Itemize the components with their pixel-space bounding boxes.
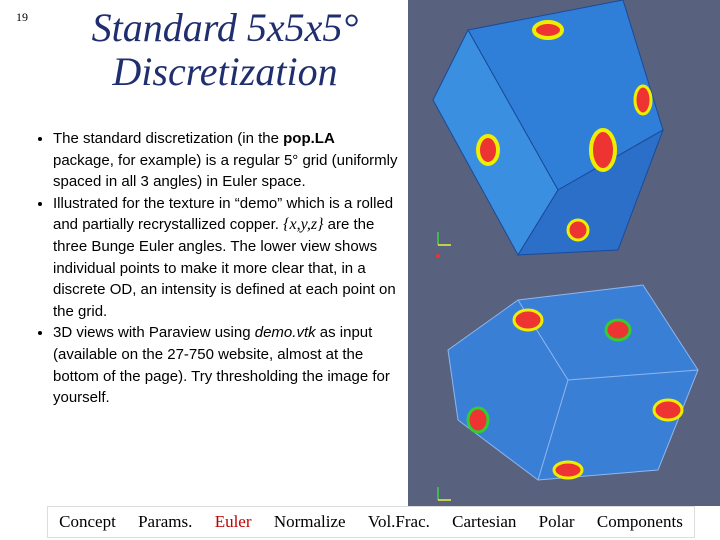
- nav-link[interactable]: Vol.Frac.: [367, 512, 430, 531]
- text: are the three Bunge Euler angles. The lo…: [53, 216, 396, 320]
- nav-link[interactable]: Params.: [138, 512, 193, 531]
- cube-top: [432, 0, 664, 256]
- nav-link[interactable]: Cartesian: [452, 512, 517, 531]
- text-bold: pop.LA: [283, 130, 335, 147]
- text: package, for example) is a regular 5° gr…: [53, 151, 398, 191]
- bullet: Illustrated for the texture in “demo” wh…: [53, 193, 398, 323]
- paraview-image: [408, 0, 720, 506]
- text-italic: demo.vtk: [254, 324, 316, 342]
- title: Standard 5x5x5° Discretization: [40, 6, 410, 94]
- nav-link[interactable]: Polar: [538, 512, 575, 531]
- bullet: 3D views with Paraview using demo.vtk as…: [53, 322, 398, 408]
- nav-bar: Concept Params. Euler Normalize Vol.Frac…: [47, 506, 695, 538]
- nav-link[interactable]: Normalize: [273, 512, 346, 531]
- cube-bottom: [447, 284, 699, 481]
- nav-link[interactable]: Concept: [59, 512, 116, 531]
- title-line: Standard 5x5x5°: [91, 5, 359, 50]
- text: 3D views with Paraview using: [53, 324, 255, 342]
- axes-icon: [436, 232, 451, 501]
- bullet-list: The standard discretization (in the pop.…: [28, 128, 398, 409]
- text: Illustrated for the texture in “demo” wh…: [53, 194, 394, 234]
- slide-number: 19: [16, 10, 28, 24]
- text: The standard discretization (in the: [53, 130, 284, 147]
- nav-link[interactable]: Components: [596, 512, 683, 531]
- bullet: The standard discretization (in the pop.…: [53, 128, 398, 193]
- text: as input (available on the 27-750 websit…: [53, 324, 390, 407]
- nav-link-current[interactable]: Euler: [214, 512, 252, 531]
- text-italic: {x,y,z}: [283, 216, 324, 234]
- title-line: Discretization: [112, 49, 338, 94]
